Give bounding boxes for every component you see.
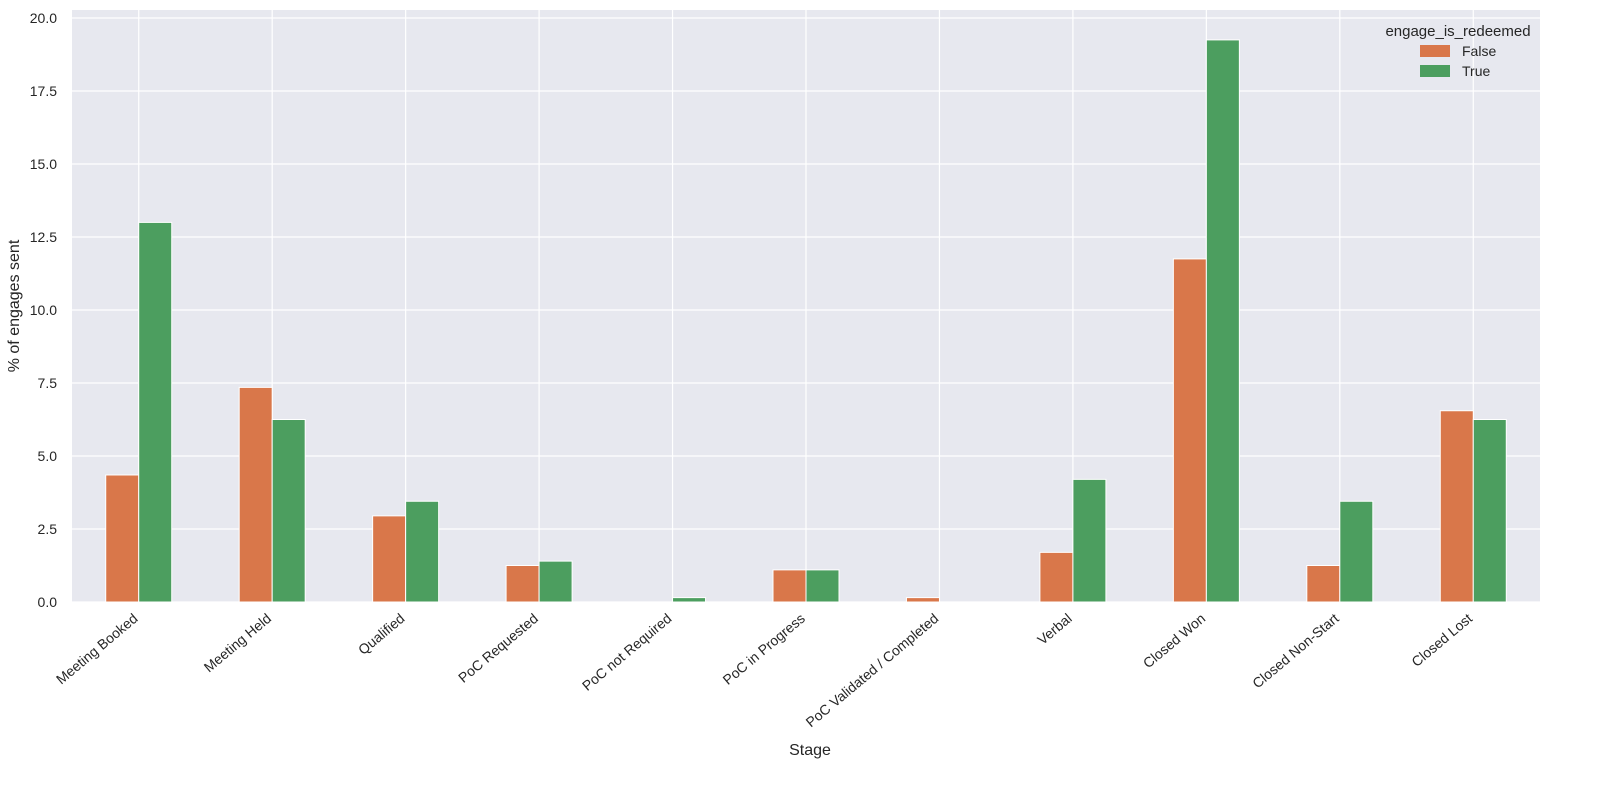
y-tick-label: 12.5 xyxy=(30,229,57,245)
bar-true-meeting-held xyxy=(271,419,306,603)
bars xyxy=(105,39,1507,603)
y-tick-label: 2.5 xyxy=(38,521,58,537)
y-tick-label: 0.0 xyxy=(38,594,58,610)
bar-false-closed-non-start xyxy=(1306,565,1341,603)
x-tick-label: PoC Requested xyxy=(455,610,541,686)
bar-true-meeting-booked xyxy=(138,221,173,603)
x-tick-label: Verbal xyxy=(1034,610,1075,648)
bar-true-poc-in-progress xyxy=(805,569,840,603)
bar-true-poc-not-required xyxy=(672,597,707,603)
x-tick-label: Meeting Held xyxy=(201,610,274,675)
y-axis-label: % of engages sent xyxy=(6,239,23,372)
x-tick-label: Closed Non-Start xyxy=(1249,610,1342,691)
x-tick-label: Meeting Booked xyxy=(53,610,141,687)
legend: engage_is_redeemed False True xyxy=(1385,23,1530,79)
legend-label-false: False xyxy=(1462,43,1496,59)
bar-false-meeting-booked xyxy=(105,474,140,603)
bar-false-poc-requested xyxy=(505,565,540,603)
x-tick-label: Closed Won xyxy=(1140,610,1209,671)
y-tick-label: 15.0 xyxy=(30,156,57,172)
bar-true-closed-won xyxy=(1205,39,1240,603)
x-axis-label: Stage xyxy=(789,742,831,759)
legend-label-true: True xyxy=(1462,63,1490,79)
bar-false-meeting-held xyxy=(238,386,273,603)
x-tick-label: Closed Lost xyxy=(1408,610,1475,670)
y-tick-label: 5.0 xyxy=(38,448,58,464)
bar-false-poc-in-progress xyxy=(772,569,807,603)
bar-true-closed-non-start xyxy=(1339,500,1374,603)
x-tick-labels: Meeting Booked Meeting Held Qualified PoC R… xyxy=(53,610,1475,730)
x-tick-label: Qualified xyxy=(355,610,408,658)
bar-false-closed-won xyxy=(1172,258,1207,603)
y-tick-label: 10.0 xyxy=(30,302,57,318)
bar-true-qualified xyxy=(405,500,440,603)
bar-true-closed-lost xyxy=(1472,419,1507,603)
legend-swatch-true xyxy=(1420,65,1450,77)
bar-false-closed-lost xyxy=(1439,410,1474,603)
bar-false-qualified xyxy=(372,515,407,603)
y-tick-label: 17.5 xyxy=(30,83,57,99)
bar-false-poc-validated-completed xyxy=(905,597,940,603)
y-tick-label: 7.5 xyxy=(38,375,58,391)
y-tick-label: 20.0 xyxy=(30,10,57,26)
x-tick-label: PoC not Required xyxy=(579,610,675,694)
bar-false-verbal xyxy=(1039,551,1074,603)
bar-true-poc-requested xyxy=(538,560,573,603)
x-tick-label: PoC in Progress xyxy=(720,610,808,688)
bar-true-verbal xyxy=(1072,478,1107,603)
legend-swatch-false xyxy=(1420,45,1450,57)
legend-title: engage_is_redeemed xyxy=(1385,23,1530,40)
x-tick-label: PoC Validated / Completed xyxy=(803,610,942,730)
y-tick-labels: 0.0 2.5 5.0 7.5 10.0 12.5 15.0 17.5 20.0 xyxy=(30,10,57,610)
